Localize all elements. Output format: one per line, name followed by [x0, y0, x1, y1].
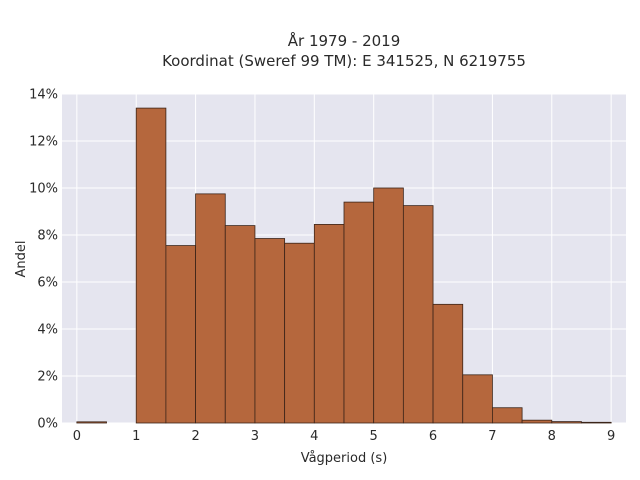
- chart-title-line-1: År 1979 - 2019: [288, 31, 401, 50]
- histogram-bar: [373, 187, 404, 424]
- y-tick-label: 14%: [29, 88, 58, 103]
- y-axis-title: Andel: [14, 241, 29, 278]
- y-tick-label: 0%: [37, 417, 58, 432]
- x-tick-label: 3: [251, 429, 259, 444]
- x-axis-tick-labels: 0 1 2 3 4 5 6 7 8 9: [73, 429, 616, 444]
- x-tick-label: 0: [73, 429, 81, 444]
- histogram-bar: [76, 421, 107, 424]
- x-axis-title: Vågperiod (s): [301, 451, 388, 466]
- y-tick-label: 10%: [29, 182, 58, 197]
- x-tick-label: 9: [607, 429, 615, 444]
- y-tick-label: 2%: [37, 370, 58, 385]
- chart-title-line-2: Koordinat (Sweref 99 TM): E 341525, N 62…: [162, 52, 526, 70]
- histogram-bar: [551, 421, 582, 424]
- y-tick-label: 4%: [37, 323, 58, 338]
- histogram-bar: [195, 193, 226, 424]
- histogram-bar: [402, 205, 434, 424]
- x-tick-label: 8: [548, 429, 556, 444]
- histogram-bar: [284, 242, 315, 424]
- histogram-bar: [254, 238, 286, 424]
- x-tick-label: 5: [370, 429, 378, 444]
- y-tick-label: 8%: [37, 229, 58, 244]
- x-tick-label: 4: [310, 429, 318, 444]
- histogram-bar: [462, 374, 493, 424]
- y-axis-tick-labels: 0% 2% 4% 6% 8% 10% 12% 14%: [29, 88, 58, 432]
- histogram-bar: [492, 407, 523, 424]
- x-tick-label: 2: [191, 429, 199, 444]
- histogram-bar: [165, 245, 196, 424]
- x-tick-label: 7: [488, 429, 496, 444]
- histogram-bar: [521, 419, 553, 424]
- y-tick-label: 12%: [29, 135, 58, 150]
- histogram-bar: [581, 421, 612, 424]
- histogram-bar: [224, 225, 256, 424]
- chart-title: År 1979 - 2019 Koordinat (Sweref 99 TM):…: [162, 31, 526, 70]
- histogram-bar: [313, 224, 345, 424]
- histogram-bars: [76, 107, 612, 424]
- x-tick-label: 6: [429, 429, 437, 444]
- y-tick-label: 6%: [37, 276, 58, 291]
- x-tick-label: 1: [132, 429, 140, 444]
- histogram-bar: [432, 303, 464, 424]
- histogram-bar: [343, 201, 375, 424]
- histogram-bar: [135, 107, 167, 424]
